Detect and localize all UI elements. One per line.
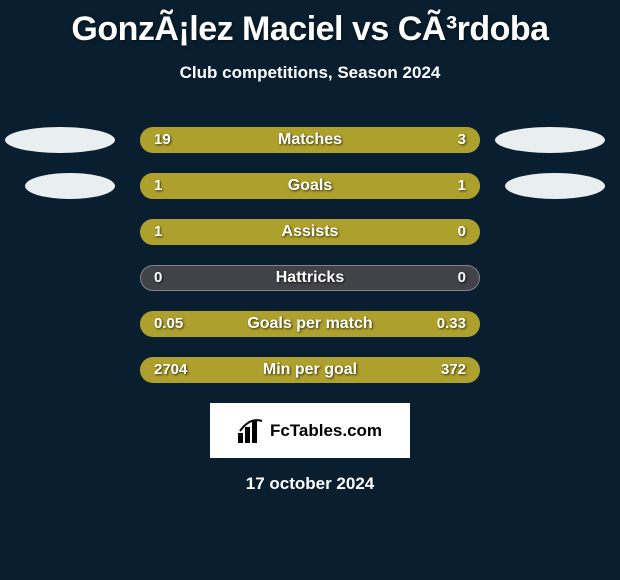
stat-row: 11Goals xyxy=(0,173,620,199)
date-text: 17 october 2024 xyxy=(0,474,620,494)
player-ellipse-right xyxy=(505,173,605,199)
stat-label: Hattricks xyxy=(140,265,480,291)
player-ellipse-right xyxy=(495,127,605,153)
stat-label: Goals xyxy=(140,173,480,199)
fctables-icon xyxy=(238,419,264,443)
stat-label: Min per goal xyxy=(140,357,480,383)
stat-bar: 11Goals xyxy=(140,173,480,199)
branding-box: FcTables.com xyxy=(210,403,410,458)
stat-row: 0.050.33Goals per match xyxy=(0,311,620,337)
stat-label: Goals per match xyxy=(140,311,480,337)
subtitle: Club competitions, Season 2024 xyxy=(0,63,620,83)
stat-row: 193Matches xyxy=(0,127,620,153)
stat-bar: 2704372Min per goal xyxy=(140,357,480,383)
stat-label: Matches xyxy=(140,127,480,153)
stat-row: 2704372Min per goal xyxy=(0,357,620,383)
stats-container: 193Matches 11Goals 10Assists 00Hattricks 0.0… xyxy=(0,127,620,383)
player-ellipse-left xyxy=(5,127,115,153)
stat-row: 00Hattricks xyxy=(0,265,620,291)
stat-bar: 10Assists xyxy=(140,219,480,245)
stat-row: 10Assists xyxy=(0,219,620,245)
branding-text: FcTables.com xyxy=(270,421,382,441)
page-title: GonzÃ¡lez Maciel vs CÃ³rdoba xyxy=(0,0,620,49)
stat-bar: 00Hattricks xyxy=(140,265,480,291)
stat-bar: 193Matches xyxy=(140,127,480,153)
stat-bar: 0.050.33Goals per match xyxy=(140,311,480,337)
stat-label: Assists xyxy=(140,219,480,245)
player-ellipse-left xyxy=(25,173,115,199)
